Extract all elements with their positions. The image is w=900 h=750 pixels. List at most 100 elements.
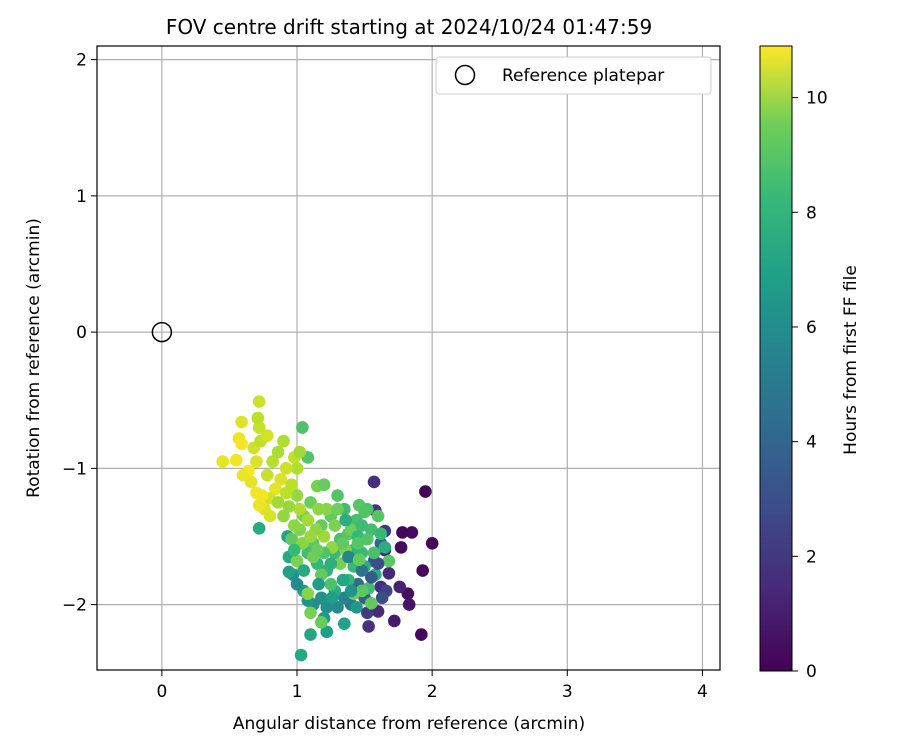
scatter-point [344, 584, 358, 598]
x-tick-label: 3 [562, 682, 573, 702]
scatter-point [310, 543, 324, 557]
scatter-point [367, 475, 381, 489]
reference-marker [151, 321, 173, 343]
scatter-point [293, 502, 307, 516]
scatter-point [251, 411, 265, 425]
colorbar-tick-label: 0 [806, 662, 817, 682]
scatter-point [290, 462, 304, 475]
scatter-point [365, 571, 378, 584]
scatter-point [266, 455, 279, 468]
scatter-point [317, 478, 331, 492]
scatter-point [250, 455, 263, 468]
colorbar-tick-label: 8 [806, 203, 817, 223]
colorbar-tick-label: 6 [806, 318, 817, 338]
scatter-point [277, 434, 290, 448]
scatter-point [235, 437, 248, 451]
scatter-point [263, 509, 277, 523]
colorbar-tick-label: 2 [806, 547, 817, 567]
scatter-point [312, 577, 325, 591]
scatter-point [382, 554, 396, 568]
scatter-point [360, 532, 374, 546]
scatter-point [375, 591, 389, 605]
scatter-point [367, 546, 381, 560]
y-tick-label: −1 [62, 459, 87, 479]
scatter-point [320, 601, 334, 614]
scatter-point [304, 530, 317, 543]
scatter-point [350, 601, 363, 614]
scatter-points [216, 395, 439, 662]
scatter-point [419, 485, 432, 498]
scatter-point [351, 536, 365, 550]
scatter-point [342, 550, 355, 564]
scatter-point [374, 527, 388, 541]
x-tick-label: 1 [292, 682, 303, 702]
x-tick-label: 0 [156, 682, 167, 702]
scatter-point [304, 628, 317, 641]
scatter-point [252, 522, 266, 535]
scatter-point [325, 591, 339, 605]
scatter-point [336, 573, 350, 587]
scatter-point [252, 421, 266, 434]
scatter-point [416, 564, 429, 577]
scatter-point [282, 565, 296, 579]
scatter-point [365, 523, 378, 536]
scatter-point [269, 482, 282, 496]
colorbar-ticks: 0 2 4 6 8 10 [792, 89, 828, 682]
scatter-point [279, 462, 293, 475]
scatter-point [282, 500, 296, 513]
scatter-point [252, 498, 266, 512]
x-axis-ticks: 0 1 2 3 4 [156, 670, 708, 702]
scatter-point [394, 541, 408, 554]
grid-lines [97, 46, 720, 670]
scatter-point [229, 453, 243, 467]
scatter-point [324, 557, 338, 571]
scatter-point [290, 577, 304, 591]
scatter-point [293, 445, 307, 459]
scatter-point [271, 445, 285, 459]
scatter-point [371, 557, 385, 571]
y-axis-ticks: −2 −1 0 1 2 [62, 51, 97, 616]
scatter-point [288, 519, 301, 532]
scatter-point [260, 429, 274, 442]
scatter-point [277, 509, 290, 523]
chart-title: FOV centre drift starting at 2024/10/24 … [166, 15, 652, 39]
legend-box [435, 56, 712, 95]
scatter-point [405, 526, 419, 539]
scatter-point [301, 513, 315, 527]
scatter-point [331, 502, 344, 516]
reference-platepar-point [151, 321, 173, 343]
scatter-point [362, 620, 375, 633]
scatter-point [331, 601, 344, 614]
legend: Reference platepar [435, 56, 712, 95]
scatter-point [294, 648, 308, 662]
y-tick-label: 1 [76, 187, 87, 207]
scatter-point [360, 606, 374, 620]
scatter-point [402, 598, 416, 611]
scatter-point [296, 421, 309, 434]
scatter-point [388, 614, 401, 628]
scatter-point [365, 596, 378, 610]
scatter-point [279, 486, 293, 500]
scatter-point [320, 625, 334, 639]
scatter-point [382, 566, 396, 580]
scatter-point [425, 536, 439, 550]
scatter-point [312, 502, 325, 516]
x-tick-label: 4 [697, 682, 708, 702]
y-axis-label: Rotation from reference (arcmin) [24, 218, 44, 498]
scatter-point [235, 415, 248, 429]
scatter-point [216, 455, 229, 468]
scatter-point [290, 489, 304, 502]
scatter-point [274, 472, 288, 486]
scatter-point [288, 543, 301, 557]
x-tick-label: 2 [427, 682, 438, 702]
scatter-point [358, 505, 371, 519]
scatter-point [324, 577, 338, 591]
colorbar-tick-label: 4 [806, 433, 817, 453]
scatter-point [336, 536, 350, 550]
scatter-point [352, 553, 366, 566]
scatter-point [338, 617, 351, 630]
scatter-point [328, 519, 342, 532]
colorbar: 0 2 4 6 8 10 Hours from first FF file [759, 45, 861, 682]
plot-frame [96, 45, 721, 671]
